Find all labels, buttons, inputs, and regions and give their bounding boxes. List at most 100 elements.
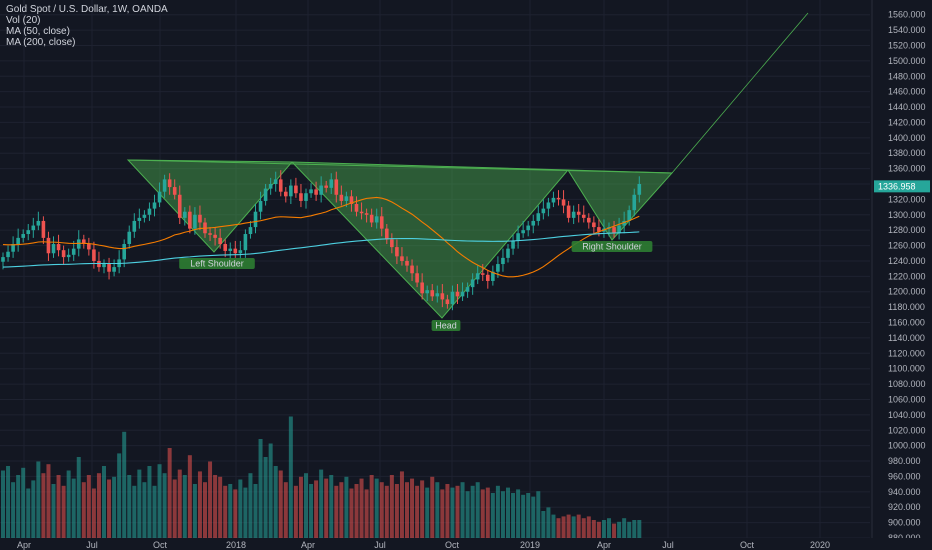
candle [470, 279, 475, 288]
legend-ma200: MA (200, close) [6, 37, 76, 48]
volume-bar [288, 416, 293, 538]
candle [273, 179, 278, 184]
candle [157, 191, 162, 203]
y-tick-label: 1200.000 [888, 287, 926, 297]
candle [284, 191, 288, 197]
candle [364, 213, 369, 215]
volume-bar [1, 470, 5, 538]
volume-bar [61, 485, 66, 538]
price-axis-background [872, 0, 932, 550]
volume-bar [637, 520, 642, 538]
volume-bar [223, 485, 228, 538]
candle [329, 179, 334, 188]
volume-bar [76, 457, 81, 538]
candle [435, 293, 440, 297]
candle [177, 194, 182, 218]
volume-bar [420, 480, 425, 538]
volume-bar [36, 461, 41, 538]
candle [208, 233, 212, 235]
candle [390, 239, 394, 248]
candle [102, 264, 106, 268]
x-tick-label: Jul [374, 540, 386, 550]
candle [501, 257, 505, 265]
volume-bar [622, 518, 627, 538]
volume-bar [41, 473, 46, 538]
candle [465, 287, 470, 292]
volume-bar [167, 448, 172, 538]
volume-bar [551, 514, 556, 538]
candle [460, 291, 465, 297]
volume-bar [601, 520, 606, 538]
volume-bar [617, 521, 622, 538]
y-tick-label: 1180.000 [888, 302, 925, 312]
candle [66, 254, 71, 258]
volume-bar [162, 473, 167, 538]
candle [87, 244, 91, 250]
candle [142, 214, 147, 218]
head-label: Head [431, 320, 461, 331]
volume-bar [16, 475, 21, 538]
candle [324, 185, 328, 188]
y-tick-label: 1380.000 [888, 148, 926, 158]
candle [354, 204, 359, 212]
volume-bar [192, 484, 197, 538]
volume-bar [122, 431, 127, 538]
x-tick-label: 2019 [520, 540, 540, 550]
y-tick-label: 920.000 [888, 502, 921, 512]
volume-bar [561, 516, 566, 538]
candle [637, 184, 642, 195]
candle [31, 225, 36, 231]
candle [82, 239, 86, 245]
neckline [127, 159, 673, 174]
volume-bar [314, 480, 319, 538]
candle [561, 199, 566, 206]
volume-bar [460, 482, 465, 538]
volume-bar [445, 484, 450, 538]
candle [455, 291, 460, 297]
volume-bar [384, 485, 389, 538]
y-tick-label: 1500.000 [888, 56, 926, 66]
volume-bar [531, 496, 536, 538]
volume-bar [324, 478, 329, 538]
candle [193, 214, 197, 229]
candle [132, 220, 137, 232]
right-shoulder-label-text: Right Shoulder [582, 242, 642, 252]
candle [405, 260, 409, 266]
candle [420, 282, 424, 294]
candle [299, 193, 303, 201]
volume-bar [405, 482, 409, 538]
volume-bar [485, 487, 490, 538]
candle [566, 205, 571, 218]
candle [137, 217, 142, 221]
chart-legend: Gold Spot / U.S. Dollar, 1W, OANDA Vol (… [6, 4, 168, 48]
volume-bar [425, 487, 430, 538]
candle [581, 214, 586, 218]
volume-bar [349, 488, 354, 538]
candle [147, 208, 152, 215]
candle [576, 211, 581, 215]
candle [627, 210, 631, 221]
candle [198, 214, 202, 223]
x-tick-label: Oct [740, 540, 755, 550]
candle [218, 237, 222, 245]
volume-bar [132, 485, 137, 538]
candle [541, 208, 546, 214]
candle [92, 249, 96, 261]
last-price-tag [874, 180, 930, 193]
volume-bar [399, 471, 404, 538]
volume-bar [359, 478, 364, 538]
y-tick-label: 1420.000 [888, 117, 926, 127]
head-label-background [431, 320, 461, 331]
candle [511, 240, 515, 249]
candle [152, 202, 157, 209]
candle [1, 257, 5, 262]
candle [263, 188, 268, 201]
right-shoulder-label-background [571, 241, 653, 252]
time-axis-background [0, 538, 932, 550]
volume-bar [243, 487, 248, 538]
candle [213, 234, 217, 238]
y-tick-label: 1480.000 [888, 71, 926, 81]
y-tick-label: 1320.000 [888, 194, 926, 204]
